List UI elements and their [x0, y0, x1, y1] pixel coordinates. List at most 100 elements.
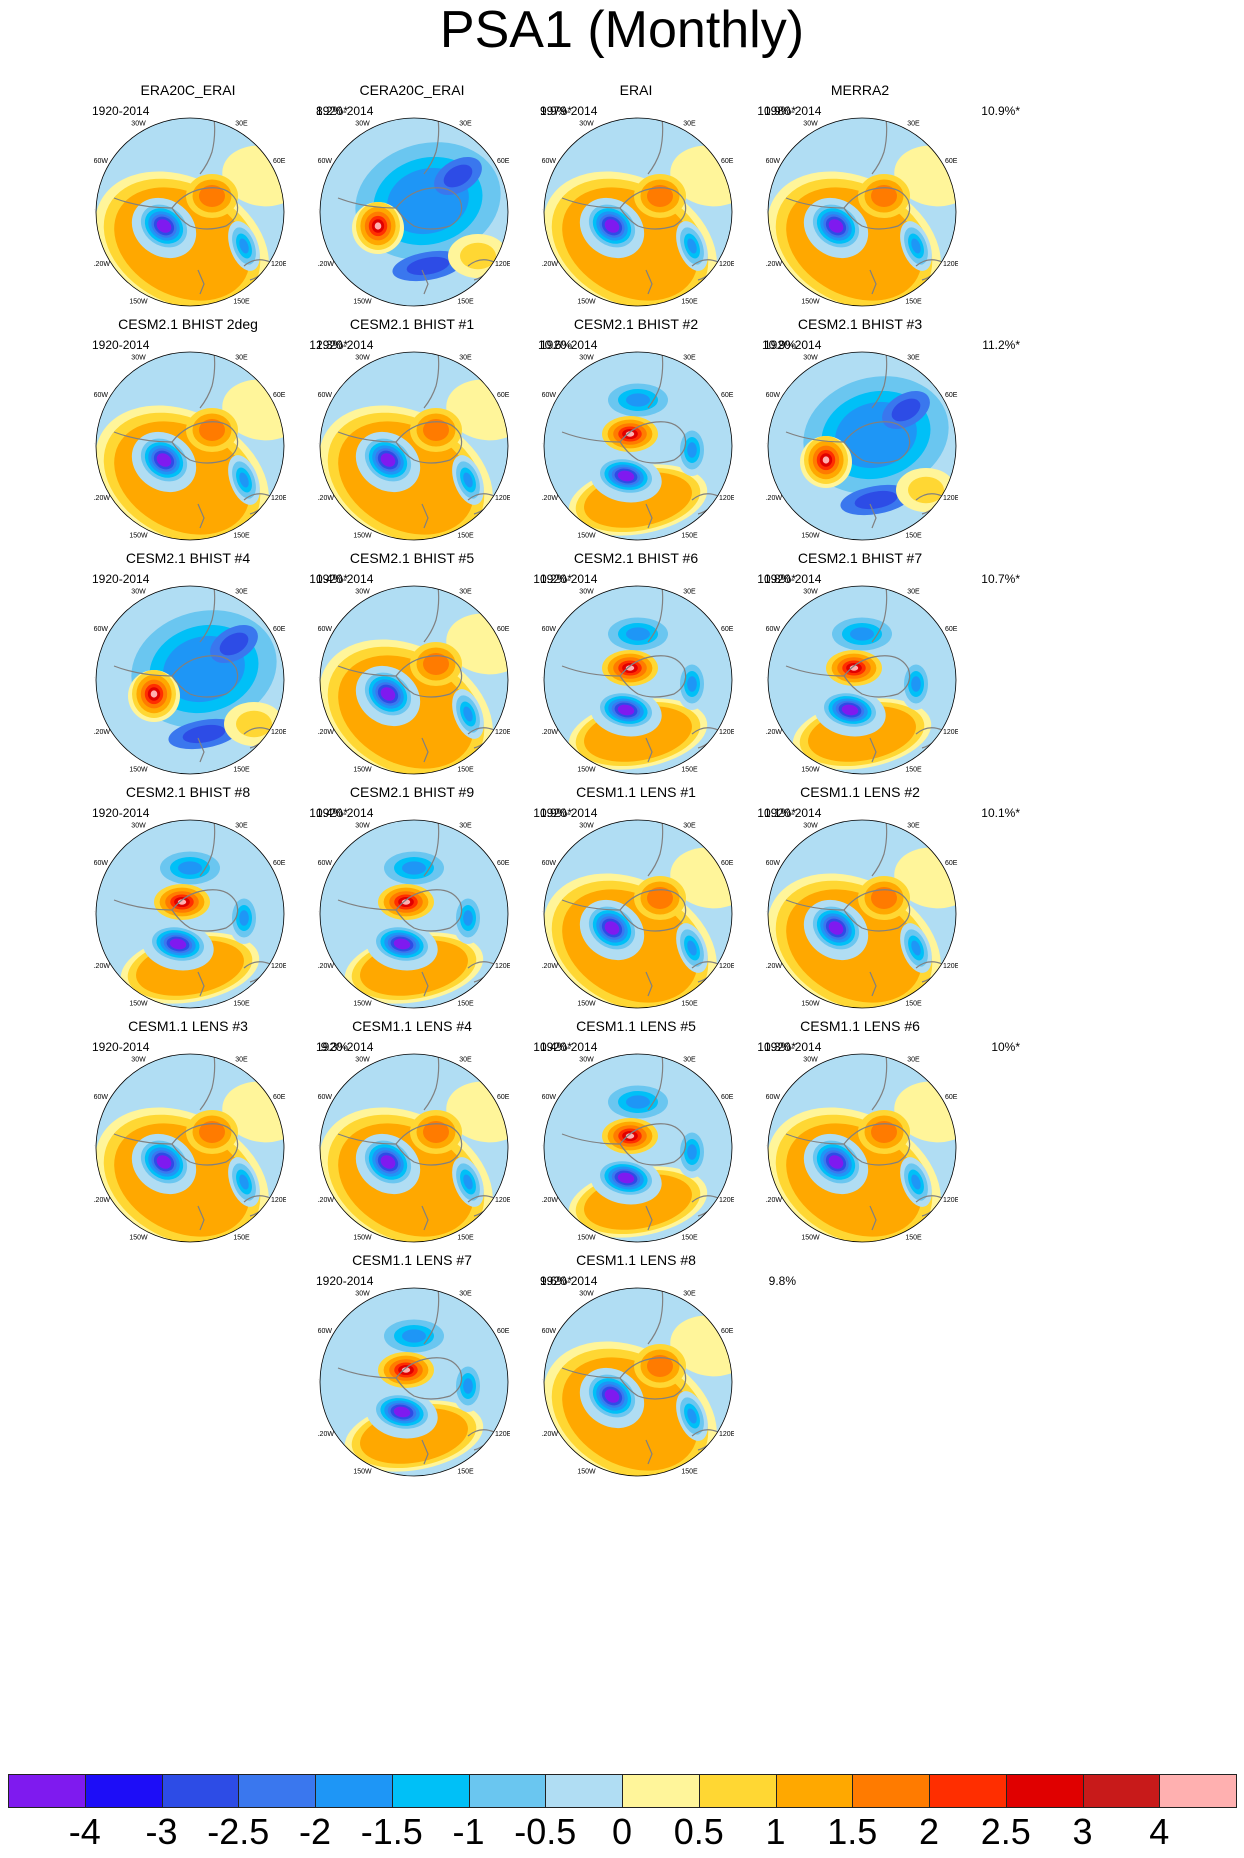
- map-field: [96, 118, 284, 306]
- map-panel: CESM2.1 BHIST #51920-201410.2%*030E60E90…: [316, 550, 582, 820]
- polar-stereographic-map: 030E60E90E120E150E180150W120W90W60W30W: [318, 819, 510, 1009]
- map-boundary: [767, 351, 957, 541]
- longitude-label: 30W: [355, 1056, 370, 1063]
- colorbar-cell: [468, 1774, 547, 1808]
- map-panel: ERAI1979-201410.9%*030E60E90E120E150E180…: [540, 82, 806, 352]
- positive-center: [186, 174, 238, 218]
- longitude-label: 30E: [235, 588, 248, 595]
- longitude-label: 30E: [683, 588, 696, 595]
- longitude-label: 30E: [907, 1056, 920, 1063]
- longitude-label: 90W: [94, 210, 95, 217]
- longitude-label: 150E: [233, 767, 250, 774]
- map-boundary: [543, 585, 733, 775]
- map-field: [544, 352, 732, 540]
- polar-stereographic-map: 030E60E90E120E150E180150W120W90W60W30W: [766, 819, 958, 1009]
- panel-variance: 9.9%*: [539, 104, 572, 118]
- negative-center: [146, 923, 210, 965]
- longitude-label: 120W: [766, 261, 782, 268]
- negative-north: [374, 1314, 454, 1358]
- negative-east: [228, 892, 260, 944]
- longitude-label: 60W: [542, 158, 556, 165]
- panel-period: 1920-2014: [540, 338, 598, 352]
- longitude-label: 60E: [497, 626, 510, 633]
- negative-east: [676, 221, 708, 271]
- longitude-label: 150E: [681, 1469, 698, 1476]
- panel-title: ERA20C_ERAI: [140, 82, 236, 98]
- map-boundary: [319, 117, 509, 307]
- longitude-label: 60W: [542, 860, 556, 867]
- polar-stereographic-map: 030E60E90E120E150E180150W120W90W60W30W: [318, 117, 510, 307]
- positive-center: [378, 884, 434, 920]
- longitude-label: 150E: [905, 1001, 922, 1008]
- longitude-label: 90W: [318, 678, 319, 685]
- longitude-label: 150W: [129, 767, 148, 774]
- colorbar-cell: [1005, 1774, 1084, 1808]
- longitude-label: 120E: [495, 963, 510, 970]
- longitude-label: 150W: [353, 533, 372, 540]
- longitude-label: 30E: [907, 120, 920, 127]
- colorbar-cell: [8, 1774, 86, 1808]
- colorbar-cell: [622, 1774, 700, 1808]
- longitude-label: 150W: [129, 1001, 148, 1008]
- negative-center: [370, 923, 434, 965]
- positive-center: [410, 1110, 462, 1154]
- longitude-label: 120E: [271, 495, 286, 502]
- longitude-label: 60E: [497, 860, 510, 867]
- map-boundary: [767, 1053, 957, 1243]
- map-boundary: [543, 351, 733, 541]
- longitude-label: 120W: [542, 1431, 558, 1438]
- panel-period: 1920-2014: [316, 806, 374, 820]
- longitude-label: 150E: [233, 1235, 250, 1242]
- negative-east: [676, 424, 708, 476]
- negative-north: [434, 157, 482, 195]
- panel-title: CESM1.1 LENS #7: [352, 1252, 472, 1268]
- map-field: [96, 586, 284, 774]
- map-field: [544, 1288, 732, 1476]
- longitude-label: 60W: [766, 1094, 780, 1101]
- longitude-label: 30E: [683, 822, 696, 829]
- panel-title: CESM1.1 LENS #8: [576, 1252, 696, 1268]
- panel-variance: 10.9%: [761, 338, 796, 352]
- longitude-label: 30W: [131, 588, 146, 595]
- negative-center: [135, 433, 193, 487]
- map-boundary: [319, 585, 509, 775]
- positive-center: [154, 884, 210, 920]
- longitude-label: 30E: [459, 588, 472, 595]
- longitude-label: 60E: [273, 392, 286, 399]
- panel-title: CESM2.1 BHIST #3: [797, 316, 923, 332]
- negative-east: [676, 658, 708, 710]
- longitude-label: 150W: [577, 767, 596, 774]
- longitude-label: 150E: [681, 1001, 698, 1008]
- longitude-label: 30E: [459, 354, 472, 361]
- colorbar-tick-label: -3: [145, 1811, 178, 1852]
- longitude-label: 30W: [803, 588, 818, 595]
- longitude-label: 60E: [721, 1094, 734, 1101]
- longitude-label: 120E: [719, 495, 734, 502]
- negative-center: [594, 689, 658, 731]
- map-panel-grid: ERA20C_ERAI1920-20148.2%*030E60E90E120E1…: [92, 82, 1030, 1522]
- longitude-label: 60W: [766, 392, 780, 399]
- longitude-label: 60W: [542, 1094, 556, 1101]
- map-panel: CESM2.1 BHIST #31920-201411.2%*030E60E90…: [764, 316, 1030, 586]
- negative-center: [583, 199, 641, 253]
- polar-stereographic-map: 030E60E90E120E150E180150W120W90W60W30W: [542, 351, 734, 541]
- map-boundary: [319, 1053, 509, 1243]
- longitude-label: 90W: [318, 1380, 319, 1387]
- colorbar: [8, 1774, 1237, 1808]
- map-panel: CESM1.1 LENS #81920-20149.8%030E60E90E12…: [540, 1252, 806, 1522]
- polar-stereographic-map: 030E60E90E120E150E180150W120W90W60W30W: [94, 351, 286, 541]
- negative-east: [452, 1157, 484, 1207]
- longitude-label: 60E: [945, 860, 958, 867]
- positive-center: [186, 408, 238, 452]
- longitude-label: 120E: [495, 1197, 510, 1204]
- map-boundary: [543, 819, 733, 1009]
- panel-variance: 10%*: [991, 1040, 1020, 1054]
- longitude-label: 150W: [577, 533, 596, 540]
- longitude-label: 30E: [907, 354, 920, 361]
- panel-variance: 10.4%*: [309, 806, 348, 820]
- colorbar-tick-label: 2: [918, 1811, 940, 1852]
- longitude-label: 120W: [542, 1197, 558, 1204]
- longitude-label: 120E: [495, 1431, 510, 1438]
- map-field: [768, 1054, 956, 1242]
- longitude-label: 30E: [235, 354, 248, 361]
